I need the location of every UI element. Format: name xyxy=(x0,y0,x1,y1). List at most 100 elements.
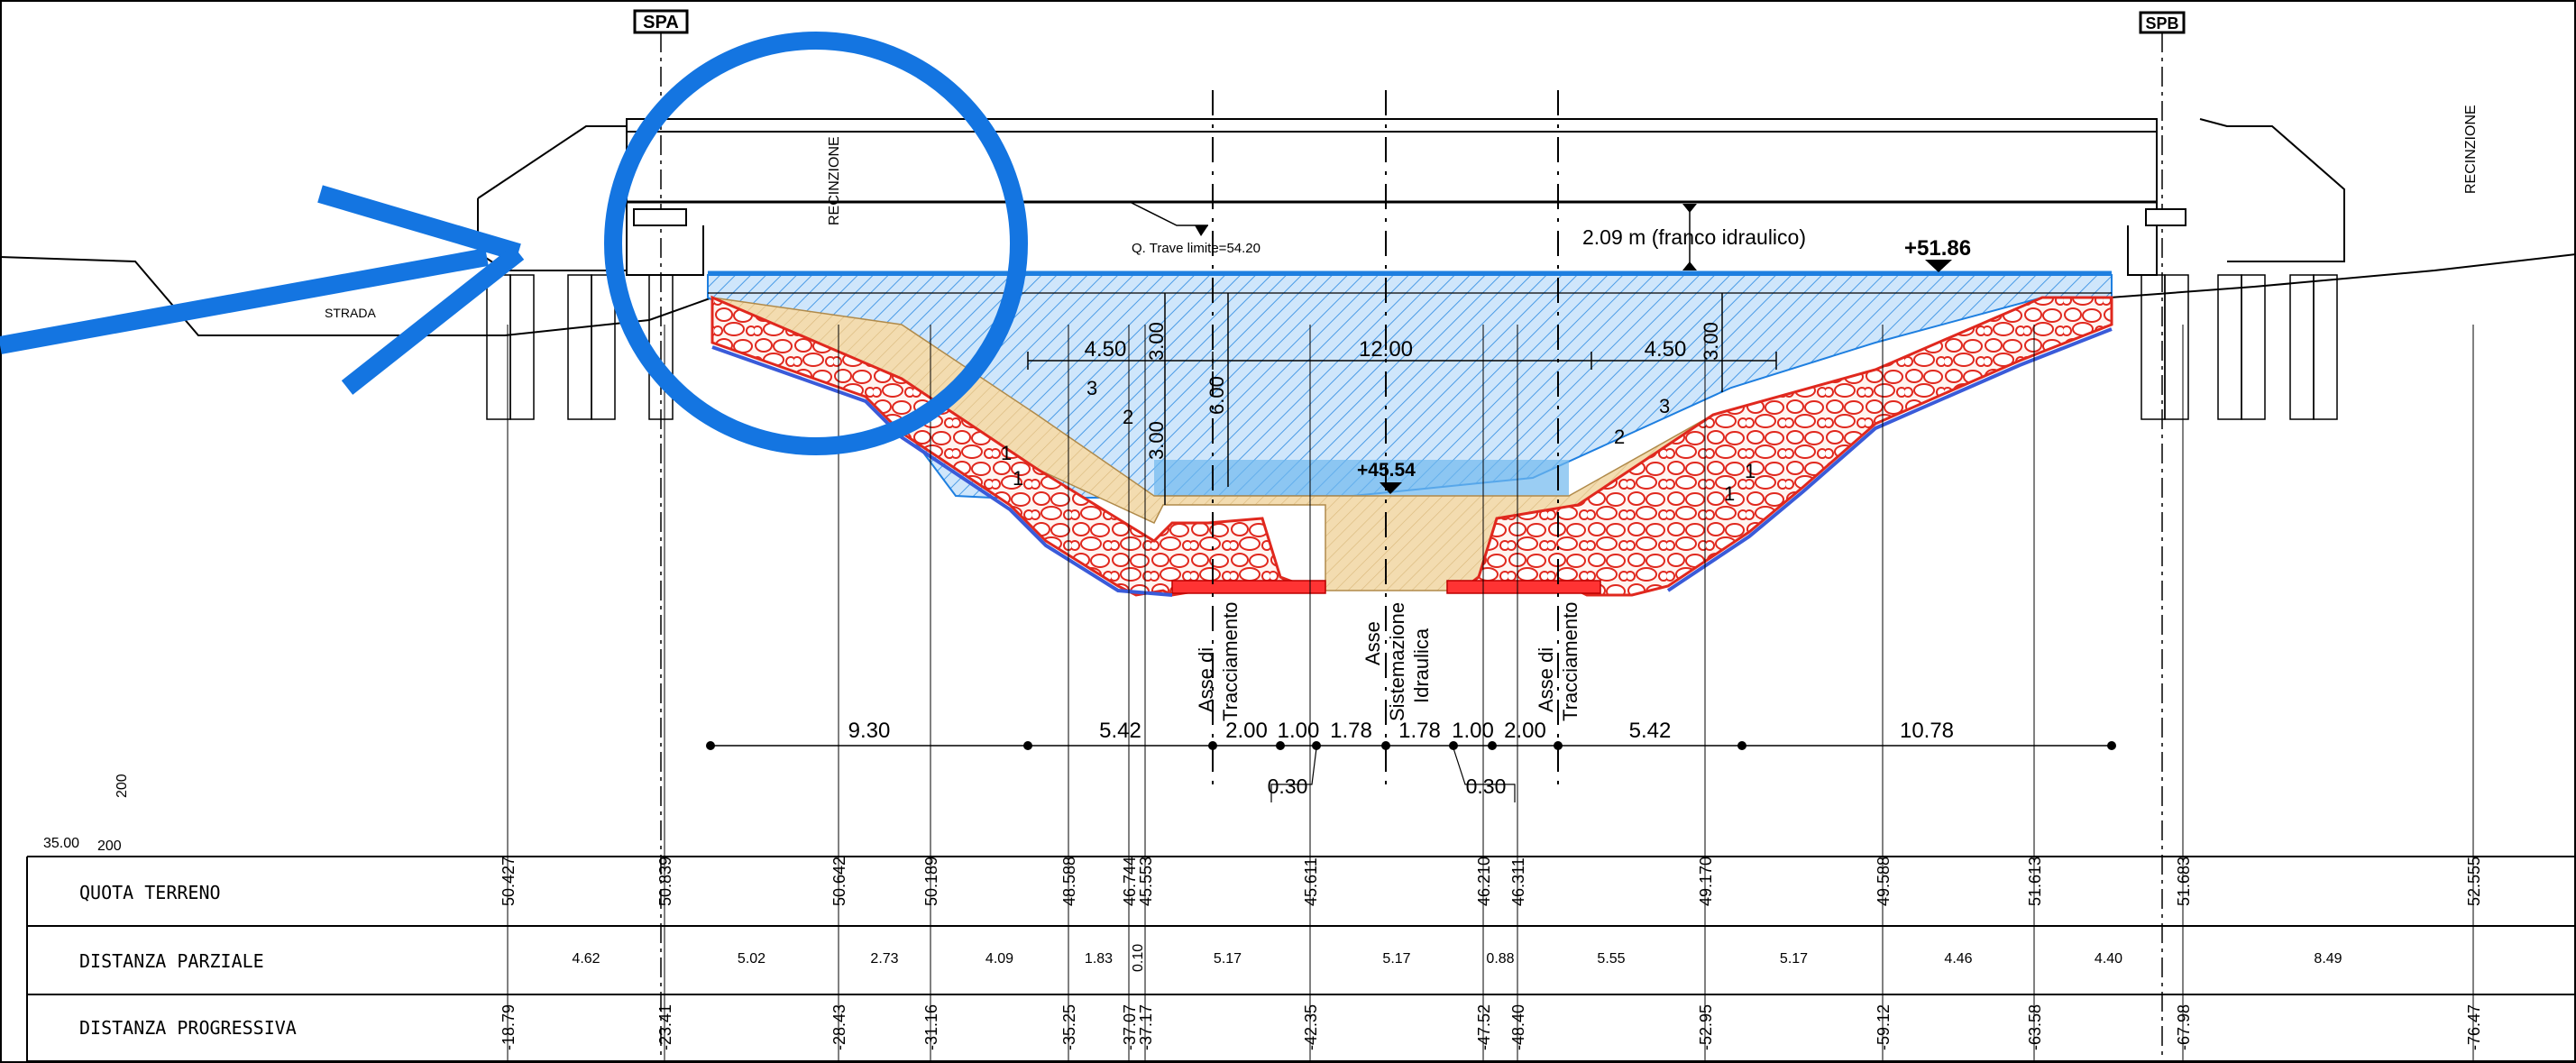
asse-left-line2: Tracciamento xyxy=(1219,602,1242,721)
slope-2-right: 2 xyxy=(1614,426,1625,448)
dim-bottom-4: 1.78 xyxy=(1330,719,1372,743)
asse-left-line1: Asse di xyxy=(1195,647,1217,712)
dim-v300-b: 3.00 xyxy=(1145,421,1168,460)
progressiva-cell: -37.17 xyxy=(1137,1004,1155,1050)
arrow-head-bottom xyxy=(341,245,525,395)
quota-cell: 48.588 xyxy=(1060,857,1078,906)
top-dimensions xyxy=(1027,293,1777,505)
dim-bottom-3: 1.00 xyxy=(1278,719,1320,743)
geotextile-left xyxy=(711,345,1173,597)
progressiva-cell: -52.95 xyxy=(1697,1004,1715,1050)
slope-3-left: 3 xyxy=(1086,377,1097,399)
dim-bottom-0: 9.30 xyxy=(848,719,891,743)
quota-cell: 50.189 xyxy=(922,857,940,906)
slope-1-right-a: 1 xyxy=(1745,460,1756,482)
scale-side: 200 xyxy=(115,774,130,798)
quota-cell: 49.170 xyxy=(1697,857,1715,906)
slope-labels: 3 2 1 1 3 2 1 1 xyxy=(1001,377,1756,505)
franco-label: 2.09 m (franco idraulico) xyxy=(1582,225,1806,249)
toe-base-right xyxy=(1446,580,1601,594)
profile-table: QUOTA TERRENO DISTANZA PARZIALE DISTANZA… xyxy=(26,856,2576,1062)
row-label-parziale: DISTANZA PARZIALE xyxy=(79,950,264,972)
asse-center-line3: Idraulica xyxy=(1410,628,1433,703)
asse-right-line1: Asse di xyxy=(1535,647,1557,712)
dim-bottom-9: 10.78 xyxy=(1900,719,1954,743)
dim-v600: 6.00 xyxy=(1205,376,1228,415)
dim-tick-10 xyxy=(2107,741,2116,750)
recinzione-left: RECINZIONE xyxy=(827,136,842,225)
bottom-dimension-line: 9.30 5.42 2.00 1.00 1.78 1.78 1.00 2.00 5.42 10.7… xyxy=(706,719,2116,802)
asse-right-line2: Tracciamento xyxy=(1559,602,1581,721)
progressiva-cell: -23.41 xyxy=(656,1004,674,1050)
highlight-circle xyxy=(604,32,1028,455)
quota-cell: 50.839 xyxy=(656,857,674,906)
dim-top-center: 12.00 xyxy=(1359,337,1413,362)
axis-lines xyxy=(1212,90,1559,784)
toe-base-left xyxy=(1171,580,1326,594)
spa-label: SPA xyxy=(643,13,679,32)
parziale-cell: 5.55 xyxy=(1597,951,1625,967)
water-bottom-level: +45.54 xyxy=(1357,460,1416,481)
slope-3-right: 3 xyxy=(1659,395,1670,417)
slope-1-left-a: 1 xyxy=(1001,442,1012,464)
recinzione-right: RECINZIONE xyxy=(2463,105,2479,194)
row-label-progressiva: DISTANZA PROGRESSIVA xyxy=(79,1017,297,1039)
ground-line-right xyxy=(2109,253,2576,298)
dim-tick-6 xyxy=(1449,741,1458,750)
parziale-cell: 4.40 xyxy=(2095,951,2122,967)
progressiva-cell: -42.35 xyxy=(1302,1004,1320,1050)
asse-center-line2: Sistemazione xyxy=(1386,602,1408,721)
annotation-overlay xyxy=(0,32,1028,455)
progressiva-cell: -48.40 xyxy=(1509,1004,1527,1050)
parziale-cell: 8.49 xyxy=(2314,951,2342,967)
parziale-cell: 4.46 xyxy=(1944,951,1972,967)
bridge-deck xyxy=(477,118,2345,276)
parziale-cell: 1.83 xyxy=(1085,951,1113,967)
dim-tick-8 xyxy=(1554,741,1563,750)
dim-top-right: 4.50 xyxy=(1645,337,1687,362)
datum-value: 35.00 xyxy=(43,836,79,851)
strada-label: STRADA xyxy=(325,306,376,320)
progressiva-cell: -47.52 xyxy=(1475,1004,1493,1050)
quota-cell: 49.588 xyxy=(1875,857,1893,906)
spb-marker: SPB xyxy=(2139,11,2186,1055)
quota-cell: 50.427 xyxy=(500,857,518,906)
progressiva-cell: -63.58 xyxy=(2026,1004,2044,1050)
dim-v300-a: 3.00 xyxy=(1145,322,1168,361)
quota-cell: 46.210 xyxy=(1475,857,1493,906)
dim-bottom-8: 5.42 xyxy=(1629,719,1672,743)
dim-tick-3 xyxy=(1276,741,1285,750)
progressiva-cell: -76.47 xyxy=(2465,1004,2483,1050)
parziale-cell: 0.10 xyxy=(1131,944,1146,972)
quota-cell: 46.744 xyxy=(1121,857,1139,906)
quota-cell: 50.642 xyxy=(830,857,848,906)
progressiva-cell: -59.12 xyxy=(1875,1004,1893,1050)
dim-bottom-1: 5.42 xyxy=(1099,719,1141,743)
dim-tick-9 xyxy=(1737,741,1746,750)
parziale-cell: 0.88 xyxy=(1486,951,1514,967)
dim-tick-7 xyxy=(1488,741,1497,750)
progressiva-cell: -31.16 xyxy=(922,1004,940,1050)
dim-bottom-7: 2.00 xyxy=(1504,719,1546,743)
parziale-cell: 2.73 xyxy=(870,951,898,967)
arrow-shaft xyxy=(0,248,489,354)
parziale-cell: 5.17 xyxy=(1214,951,1242,967)
datum-marker: 35.00 200 200 xyxy=(29,774,130,857)
quota-cell: 45.553 xyxy=(1137,857,1155,906)
progressiva-cell: -35.25 xyxy=(1060,1004,1078,1050)
quota-cell: 46.311 xyxy=(1509,857,1527,906)
dim-small-left: 0.30 xyxy=(1268,774,1308,798)
water-top-level: +51.86 xyxy=(1904,236,1971,261)
spb-label: SPB xyxy=(2145,14,2178,32)
spa-marker: SPA xyxy=(633,9,689,1055)
quota-cell: 51.613 xyxy=(2026,857,2044,906)
axis-labels: Asse di Tracciamento Asse Sistemazione I… xyxy=(1195,602,1581,721)
dim-tick-2 xyxy=(1208,741,1217,750)
arrow-head-top xyxy=(317,185,521,261)
row-label-quota: QUOTA TERRENO xyxy=(79,882,221,903)
quota-cell: 45.611 xyxy=(1302,857,1320,906)
dim-bottom-6: 1.00 xyxy=(1452,719,1494,743)
scale-bottom: 200 xyxy=(97,838,122,854)
dim-tick-0 xyxy=(706,741,715,750)
progressiva-cell: -28.43 xyxy=(830,1004,848,1050)
